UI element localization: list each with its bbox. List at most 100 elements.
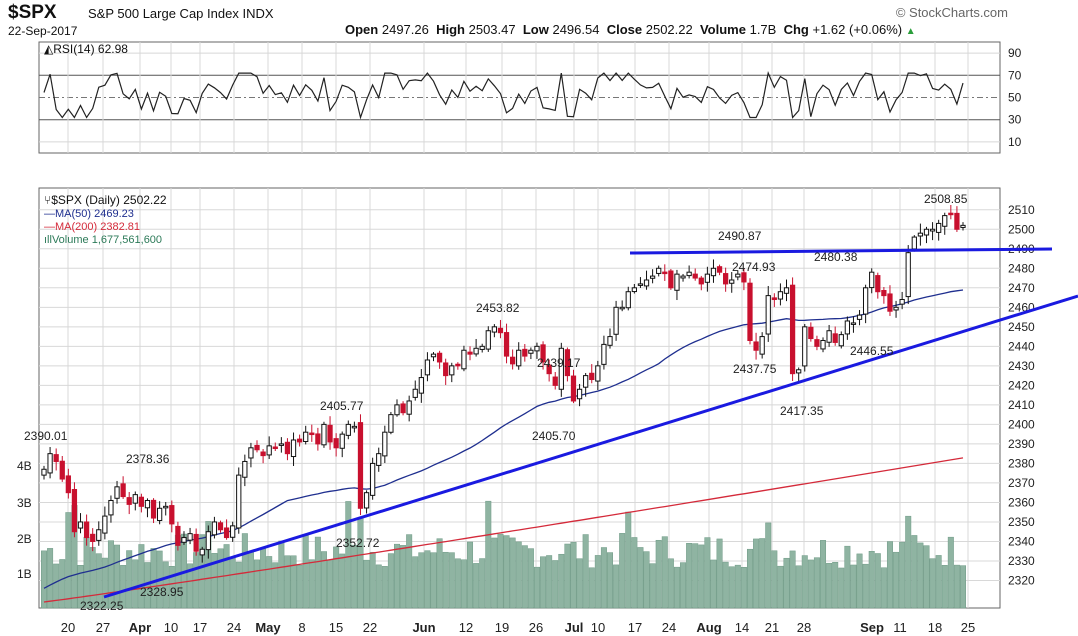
volume-bar — [53, 563, 60, 609]
candle-body — [771, 297, 777, 301]
volume-bar — [266, 556, 273, 609]
candle-body — [327, 424, 333, 443]
volume-bar — [686, 543, 693, 609]
candle-body — [534, 345, 540, 352]
x-tick-label: 18 — [928, 620, 942, 635]
candle-body — [363, 492, 370, 509]
volume-bar — [655, 539, 662, 609]
volume-bar — [813, 557, 820, 609]
volume-bar — [820, 540, 827, 609]
candle-body — [114, 486, 120, 499]
x-tick-label: 10 — [164, 620, 178, 635]
volume-bar — [101, 557, 108, 609]
volume-bar — [588, 567, 595, 609]
volume-bar — [795, 565, 802, 609]
volume-bar — [302, 535, 309, 609]
volume-bar — [460, 559, 467, 609]
candle-body — [528, 349, 534, 354]
candle-body — [631, 287, 637, 293]
x-tick-label: Aug — [696, 620, 721, 635]
volume-bar — [527, 548, 534, 609]
volume-bar — [637, 547, 644, 609]
candle-body — [893, 306, 899, 311]
candle-body — [345, 423, 351, 436]
candle-body — [735, 273, 741, 278]
ma200-legend-label: MA(200) 2382.81 — [55, 221, 140, 233]
open-value: 2497.26 — [381, 22, 429, 37]
rsi-tick-label: 90 — [1008, 46, 1022, 60]
price-annotation: 2390.01 — [24, 429, 68, 443]
candle-body — [260, 451, 266, 457]
volume-bar — [479, 558, 486, 609]
candle-body — [887, 293, 893, 312]
volume-bar — [357, 517, 364, 609]
candle-body — [692, 273, 698, 279]
candle-body — [729, 279, 735, 284]
index-name: S&P 500 Large Cap Index INDX — [88, 6, 274, 21]
candle-body — [430, 353, 437, 358]
price-annotation: 2446.55 — [850, 344, 894, 358]
volume-bar — [95, 553, 102, 609]
volume-bar — [917, 542, 924, 609]
volume-bar — [862, 563, 869, 609]
volume-bar — [746, 548, 753, 609]
volume-bar — [138, 544, 145, 609]
brand-link[interactable]: © StockCharts.com — [895, 5, 1008, 20]
candle-body — [248, 447, 254, 459]
candle-body — [796, 369, 802, 374]
candle-body — [236, 474, 242, 529]
volume-bar — [594, 555, 601, 609]
volume-bar — [540, 556, 547, 609]
x-tick-label: 28 — [797, 620, 811, 635]
x-tick-label: Apr — [129, 620, 151, 635]
volume-bar — [503, 535, 510, 609]
candle-body — [382, 431, 388, 457]
volume-bar — [114, 544, 121, 609]
candle-body — [905, 252, 911, 298]
candle-body — [400, 403, 406, 414]
candle-body — [929, 228, 936, 232]
volume-bar — [582, 534, 589, 609]
rsi-tick-label: 70 — [1008, 68, 1022, 82]
volume-bar — [704, 537, 711, 609]
price-annotation: 2328.95 — [140, 585, 184, 599]
candle-body — [199, 548, 205, 556]
volume-bar — [363, 559, 370, 609]
price-annotation: 2405.70 — [532, 429, 576, 443]
x-tick-label: 11 — [893, 620, 907, 635]
volume-bar — [710, 559, 717, 609]
volume-bar — [552, 560, 559, 609]
volume-bar — [387, 553, 394, 609]
price-annotation: 2453.82 — [476, 301, 520, 315]
price-annotation: 2508.85 — [924, 192, 968, 206]
candle-body — [637, 283, 644, 286]
candle-body — [339, 433, 345, 449]
candle-body — [674, 273, 680, 291]
candle-body — [850, 322, 857, 325]
volume-bar — [923, 545, 930, 609]
volume-bar — [692, 543, 699, 609]
candle-body — [443, 362, 449, 377]
x-tick-label: 10 — [591, 620, 605, 635]
candle-body — [680, 275, 686, 279]
rsi-legend: ◭RSI(14) 62.98 — [44, 42, 128, 56]
volume-bar — [247, 552, 254, 609]
volume-bar — [740, 567, 747, 609]
volume-bar — [905, 515, 912, 609]
candle-body — [698, 277, 704, 285]
candle-body — [808, 326, 814, 340]
volume-bar — [570, 541, 577, 609]
candle-body — [272, 446, 278, 450]
candle-body — [802, 326, 808, 367]
candle-body — [461, 349, 467, 370]
volume-bar — [485, 500, 492, 609]
volume-bar — [911, 535, 918, 609]
volume-bar — [607, 552, 613, 609]
volume-value: 1.7B — [749, 22, 777, 37]
volume-bar — [400, 545, 407, 609]
candle-body — [522, 348, 528, 357]
price-tick-label: 2330 — [1008, 554, 1035, 568]
chart-date: 22-Sep-2017 — [8, 24, 78, 38]
volume-bar — [850, 564, 857, 609]
